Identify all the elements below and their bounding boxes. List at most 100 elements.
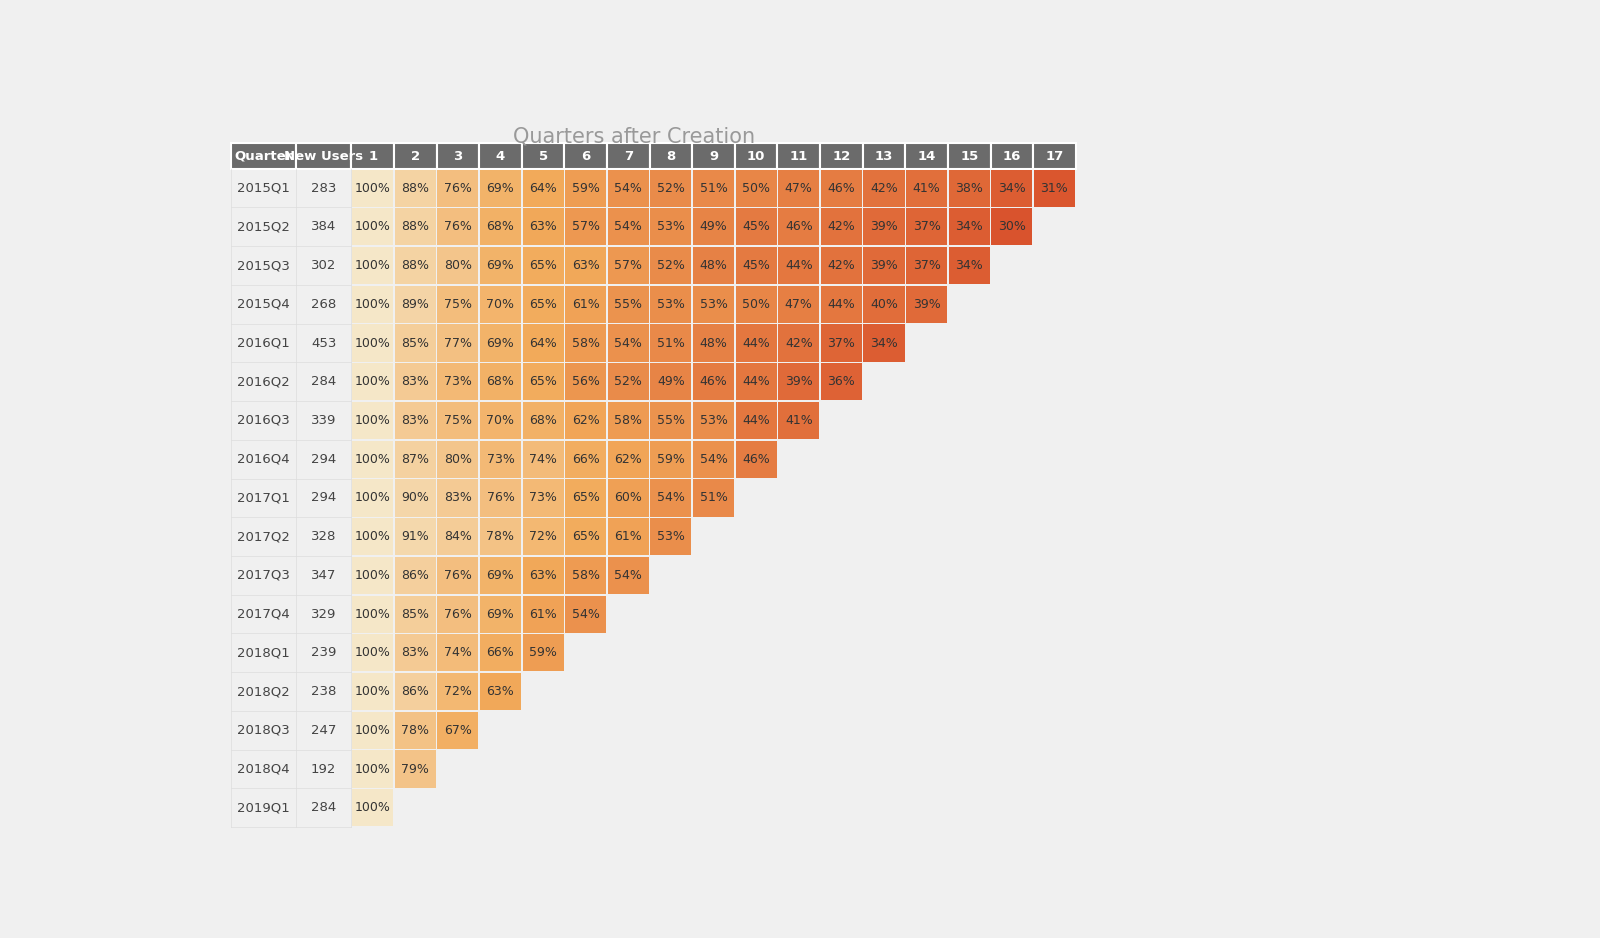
Bar xyxy=(565,363,606,401)
Bar xyxy=(693,325,734,362)
Text: 68%: 68% xyxy=(486,220,515,234)
Text: 9: 9 xyxy=(709,149,718,162)
Text: 86%: 86% xyxy=(402,685,429,698)
Text: 61%: 61% xyxy=(530,608,557,621)
Text: 39%: 39% xyxy=(870,220,898,234)
Text: 37%: 37% xyxy=(912,220,941,234)
Text: 65%: 65% xyxy=(530,259,557,272)
Bar xyxy=(821,286,862,323)
Bar xyxy=(906,247,947,284)
Text: 100%: 100% xyxy=(355,492,390,505)
Bar xyxy=(352,596,394,633)
Bar xyxy=(864,170,904,206)
Text: 84%: 84% xyxy=(443,530,472,543)
Text: 69%: 69% xyxy=(486,569,514,582)
Bar xyxy=(906,286,947,323)
Text: 65%: 65% xyxy=(571,492,600,505)
Text: 59%: 59% xyxy=(571,182,600,194)
Bar xyxy=(565,441,606,477)
Text: 100%: 100% xyxy=(355,763,390,776)
Text: 83%: 83% xyxy=(402,414,429,427)
Text: 2018Q1: 2018Q1 xyxy=(237,646,290,659)
Bar xyxy=(480,596,522,633)
Bar xyxy=(480,518,522,555)
Text: 54%: 54% xyxy=(571,608,600,621)
Text: 78%: 78% xyxy=(486,530,515,543)
Bar xyxy=(906,144,947,169)
Bar xyxy=(821,247,862,284)
Bar xyxy=(565,596,606,633)
Text: 239: 239 xyxy=(310,646,336,659)
Text: 74%: 74% xyxy=(443,646,472,659)
Text: 42%: 42% xyxy=(827,259,856,272)
Bar xyxy=(437,325,478,362)
Text: 54%: 54% xyxy=(614,220,642,234)
Bar xyxy=(736,401,776,439)
Bar xyxy=(565,479,606,517)
Bar xyxy=(949,247,990,284)
Text: 2016Q2: 2016Q2 xyxy=(237,375,290,388)
Bar xyxy=(778,170,819,206)
Bar xyxy=(437,170,478,206)
Text: 34%: 34% xyxy=(955,220,982,234)
Text: 83%: 83% xyxy=(402,375,429,388)
Text: 11: 11 xyxy=(790,149,808,162)
Text: 75%: 75% xyxy=(443,297,472,310)
Bar xyxy=(608,325,650,362)
Text: 53%: 53% xyxy=(658,220,685,234)
Text: 41%: 41% xyxy=(786,414,813,427)
Text: 54%: 54% xyxy=(614,337,642,350)
Bar xyxy=(565,401,606,439)
Bar xyxy=(437,673,478,710)
Bar xyxy=(395,401,435,439)
Text: 62%: 62% xyxy=(571,414,600,427)
Text: 44%: 44% xyxy=(827,297,856,310)
Text: 31%: 31% xyxy=(1040,182,1069,194)
Bar xyxy=(736,208,776,246)
Bar xyxy=(395,208,435,246)
Text: 51%: 51% xyxy=(658,337,685,350)
Text: 85%: 85% xyxy=(402,337,429,350)
Text: 48%: 48% xyxy=(699,259,728,272)
Bar xyxy=(352,325,394,362)
Text: 66%: 66% xyxy=(486,646,514,659)
Text: 89%: 89% xyxy=(402,297,429,310)
Text: 76%: 76% xyxy=(486,492,515,505)
Bar xyxy=(990,144,1034,169)
Bar xyxy=(480,479,522,517)
Text: 88%: 88% xyxy=(402,259,429,272)
Bar xyxy=(296,144,352,169)
Text: 2015Q2: 2015Q2 xyxy=(237,220,290,234)
Text: 17: 17 xyxy=(1045,149,1064,162)
Text: 72%: 72% xyxy=(443,685,472,698)
Bar xyxy=(437,363,478,401)
Bar xyxy=(608,247,650,284)
Text: 64%: 64% xyxy=(530,337,557,350)
Bar xyxy=(394,144,437,169)
Bar xyxy=(821,325,862,362)
Text: 100%: 100% xyxy=(355,801,390,814)
Text: 34%: 34% xyxy=(955,259,982,272)
Bar xyxy=(395,170,435,206)
Bar xyxy=(778,325,819,362)
Bar xyxy=(395,634,435,672)
Bar xyxy=(862,144,906,169)
Text: 284: 284 xyxy=(310,801,336,814)
Bar xyxy=(395,286,435,323)
Text: 100%: 100% xyxy=(355,375,390,388)
Bar xyxy=(437,286,478,323)
Bar xyxy=(778,286,819,323)
Text: 50%: 50% xyxy=(742,297,770,310)
Bar xyxy=(523,479,563,517)
Text: 53%: 53% xyxy=(699,297,728,310)
Bar xyxy=(352,789,394,826)
Bar xyxy=(437,479,478,517)
Text: 73%: 73% xyxy=(443,375,472,388)
Bar xyxy=(437,401,478,439)
Text: New Users: New Users xyxy=(285,149,363,162)
Text: 76%: 76% xyxy=(443,220,472,234)
Bar xyxy=(606,144,650,169)
Bar xyxy=(608,286,650,323)
Bar xyxy=(864,247,904,284)
Text: 46%: 46% xyxy=(699,375,728,388)
